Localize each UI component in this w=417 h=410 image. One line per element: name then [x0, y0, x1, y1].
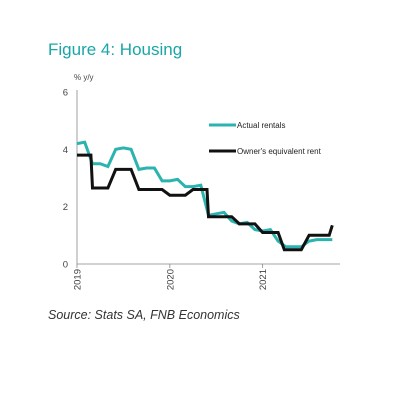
x-tick-label: 2020 [165, 269, 176, 290]
x-tick-label: 2019 [73, 269, 84, 290]
x-tick-label: 2021 [258, 269, 269, 290]
y-tick-label: 6 [63, 88, 68, 99]
y-tick-label: 2 [63, 202, 68, 213]
figure-title: Figure 4: Housing [48, 40, 183, 59]
legend-label-actual-rentals: Actual rentals [237, 121, 285, 130]
source-note: Source: Stats SA, FNB Economics [48, 308, 240, 322]
y-tick-label: 4 [63, 145, 68, 156]
series-line-owners-equivalent-rent [77, 153, 334, 252]
legend-label-owners-equivalent-rent: Owner's equivalent rent [237, 147, 322, 156]
y-tick-label: 0 [63, 260, 68, 271]
y-axis-unit-label: % y/y [74, 73, 94, 82]
series-line-actual-rentals [76, 140, 333, 249]
